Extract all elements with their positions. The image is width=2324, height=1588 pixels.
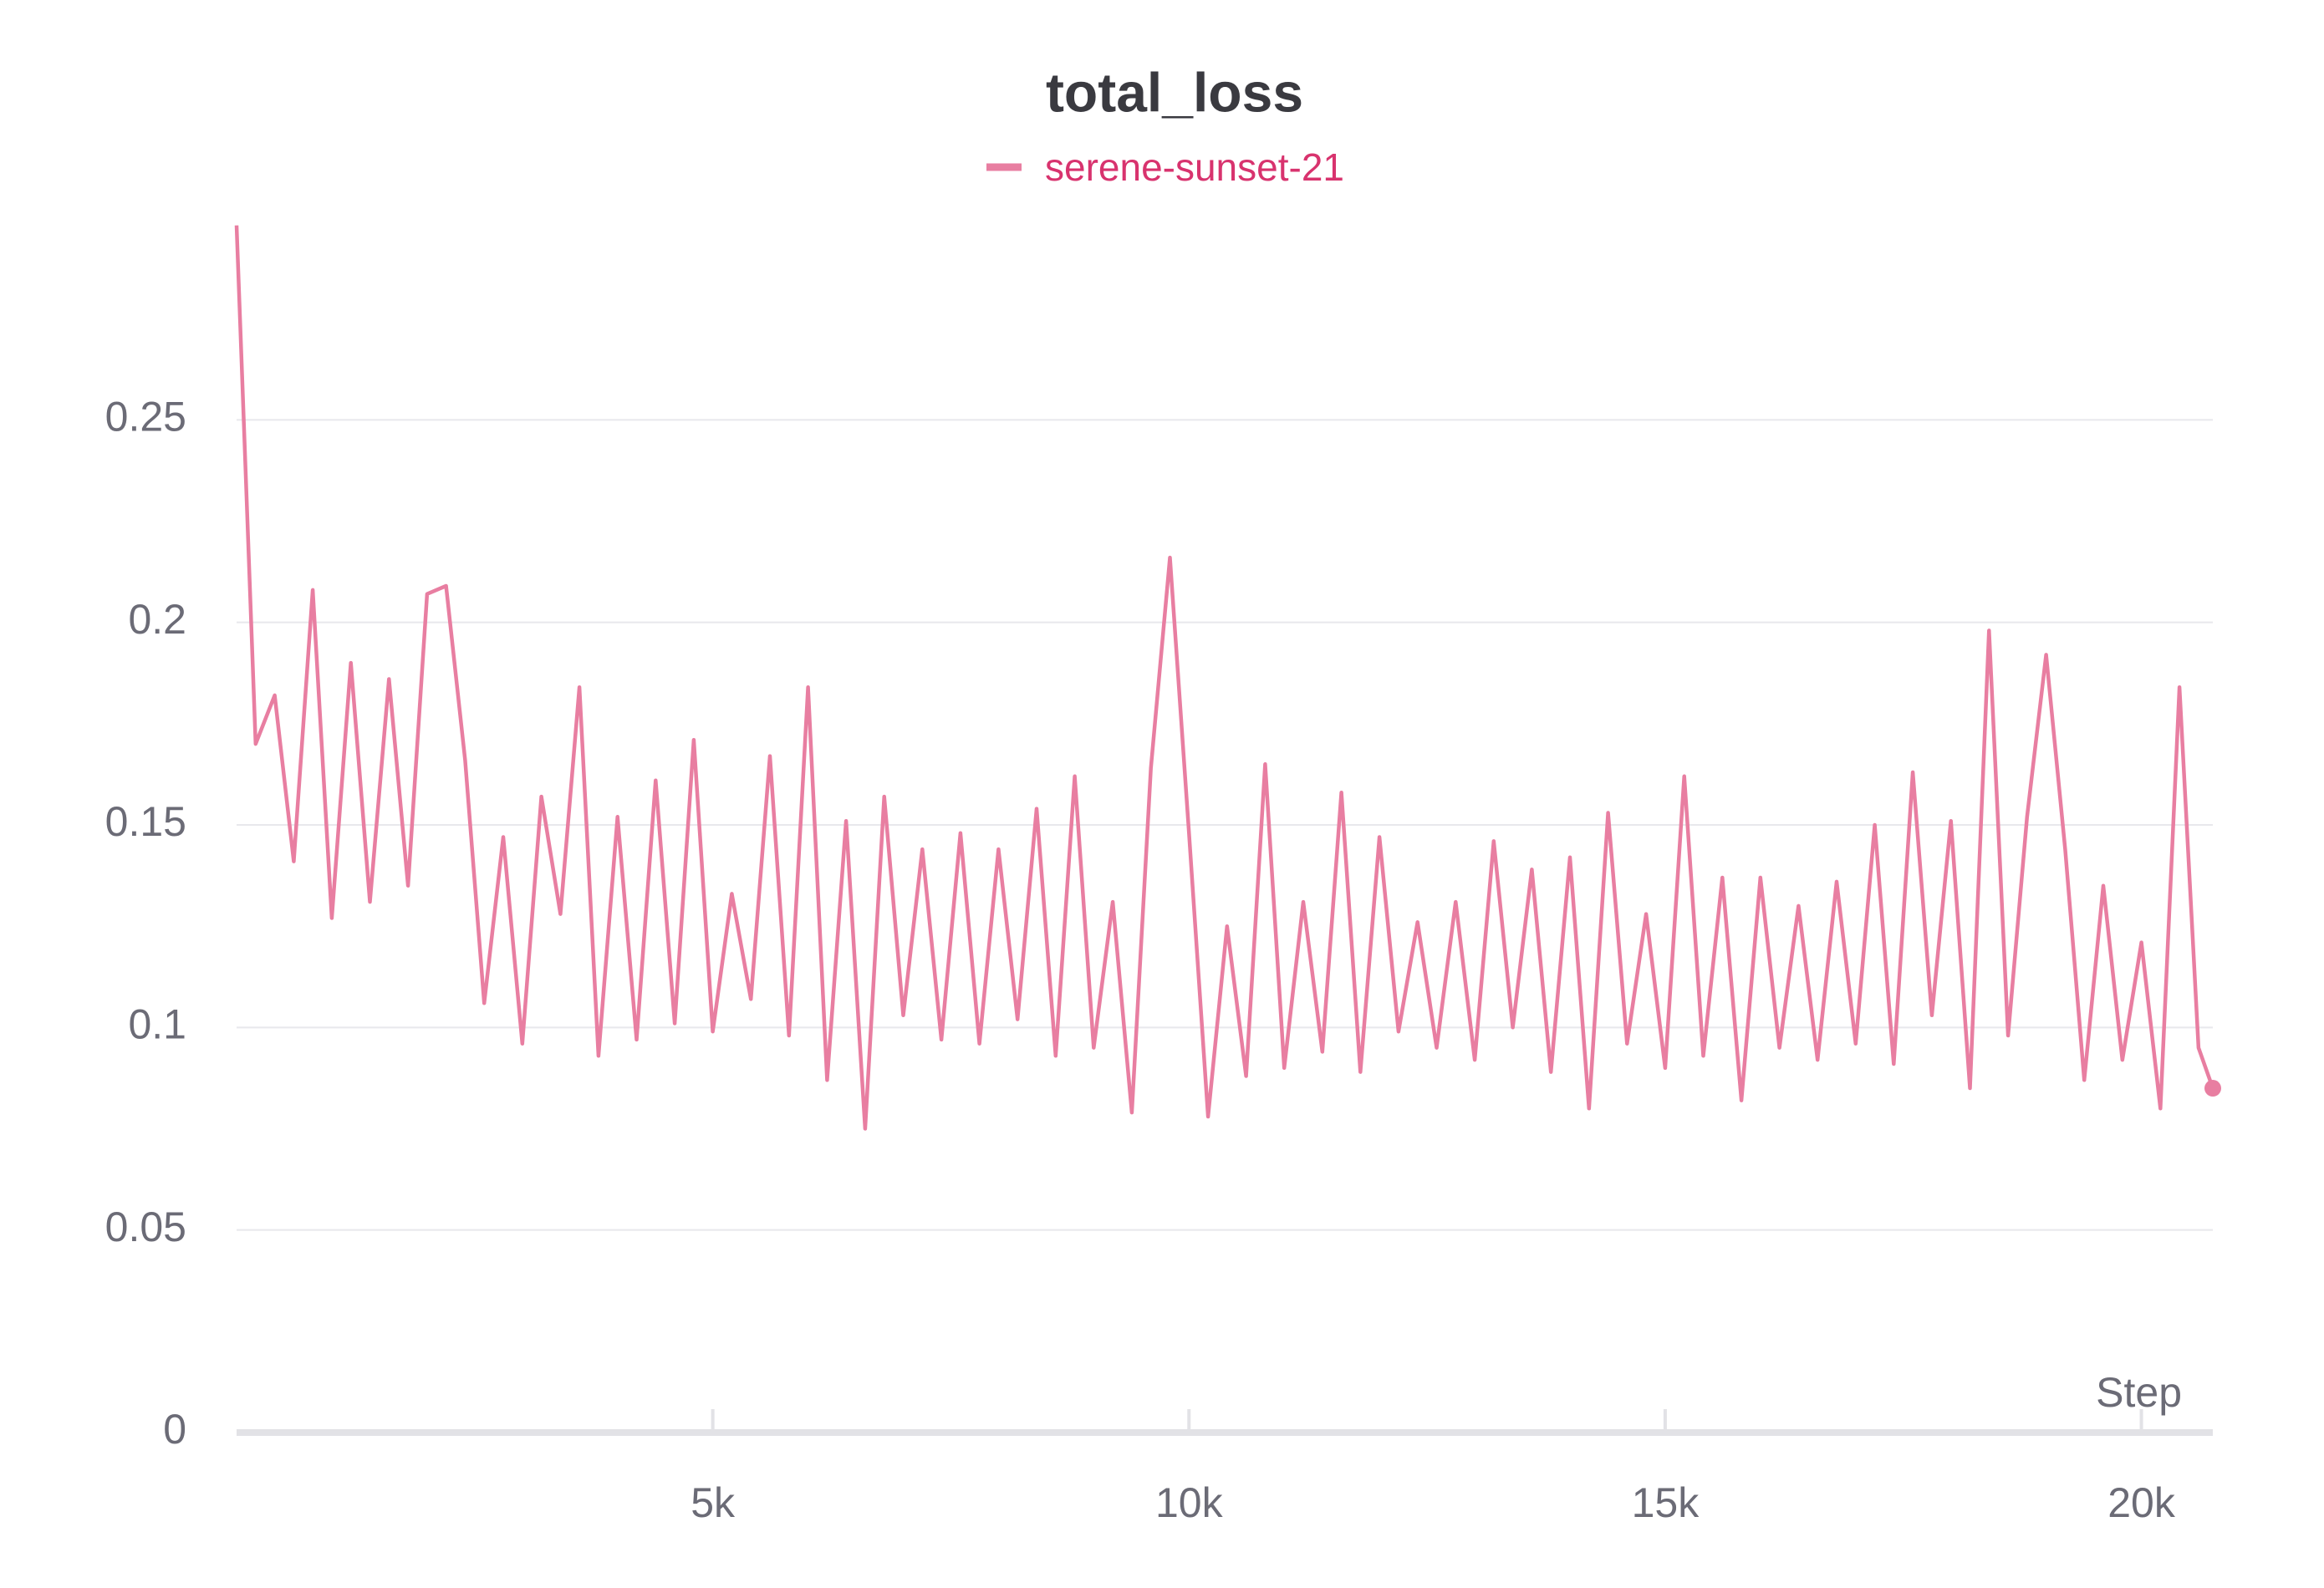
x-tick-label: 5k <box>691 1479 736 1526</box>
y-tick-label: 0 <box>163 1406 186 1453</box>
y-tick-label: 0.25 <box>105 394 186 440</box>
legend-label: serene-sunset-21 <box>1045 145 1344 189</box>
y-tick-label: 0.15 <box>105 798 186 845</box>
x-tick-label: 10k <box>1155 1479 1224 1526</box>
x-tick-label: 20k <box>2107 1479 2176 1526</box>
end-point <box>2204 1080 2221 1097</box>
y-tick-label: 0.2 <box>128 596 186 643</box>
data-line <box>234 225 2215 1131</box>
chart-title: total_loss <box>1046 61 1303 123</box>
y-tick-label: 0.1 <box>128 1001 186 1048</box>
x-axis-label: Step <box>2096 1369 2182 1416</box>
x-tick-label: 15k <box>1632 1479 1700 1526</box>
y-tick-label: 0.05 <box>105 1204 186 1250</box>
